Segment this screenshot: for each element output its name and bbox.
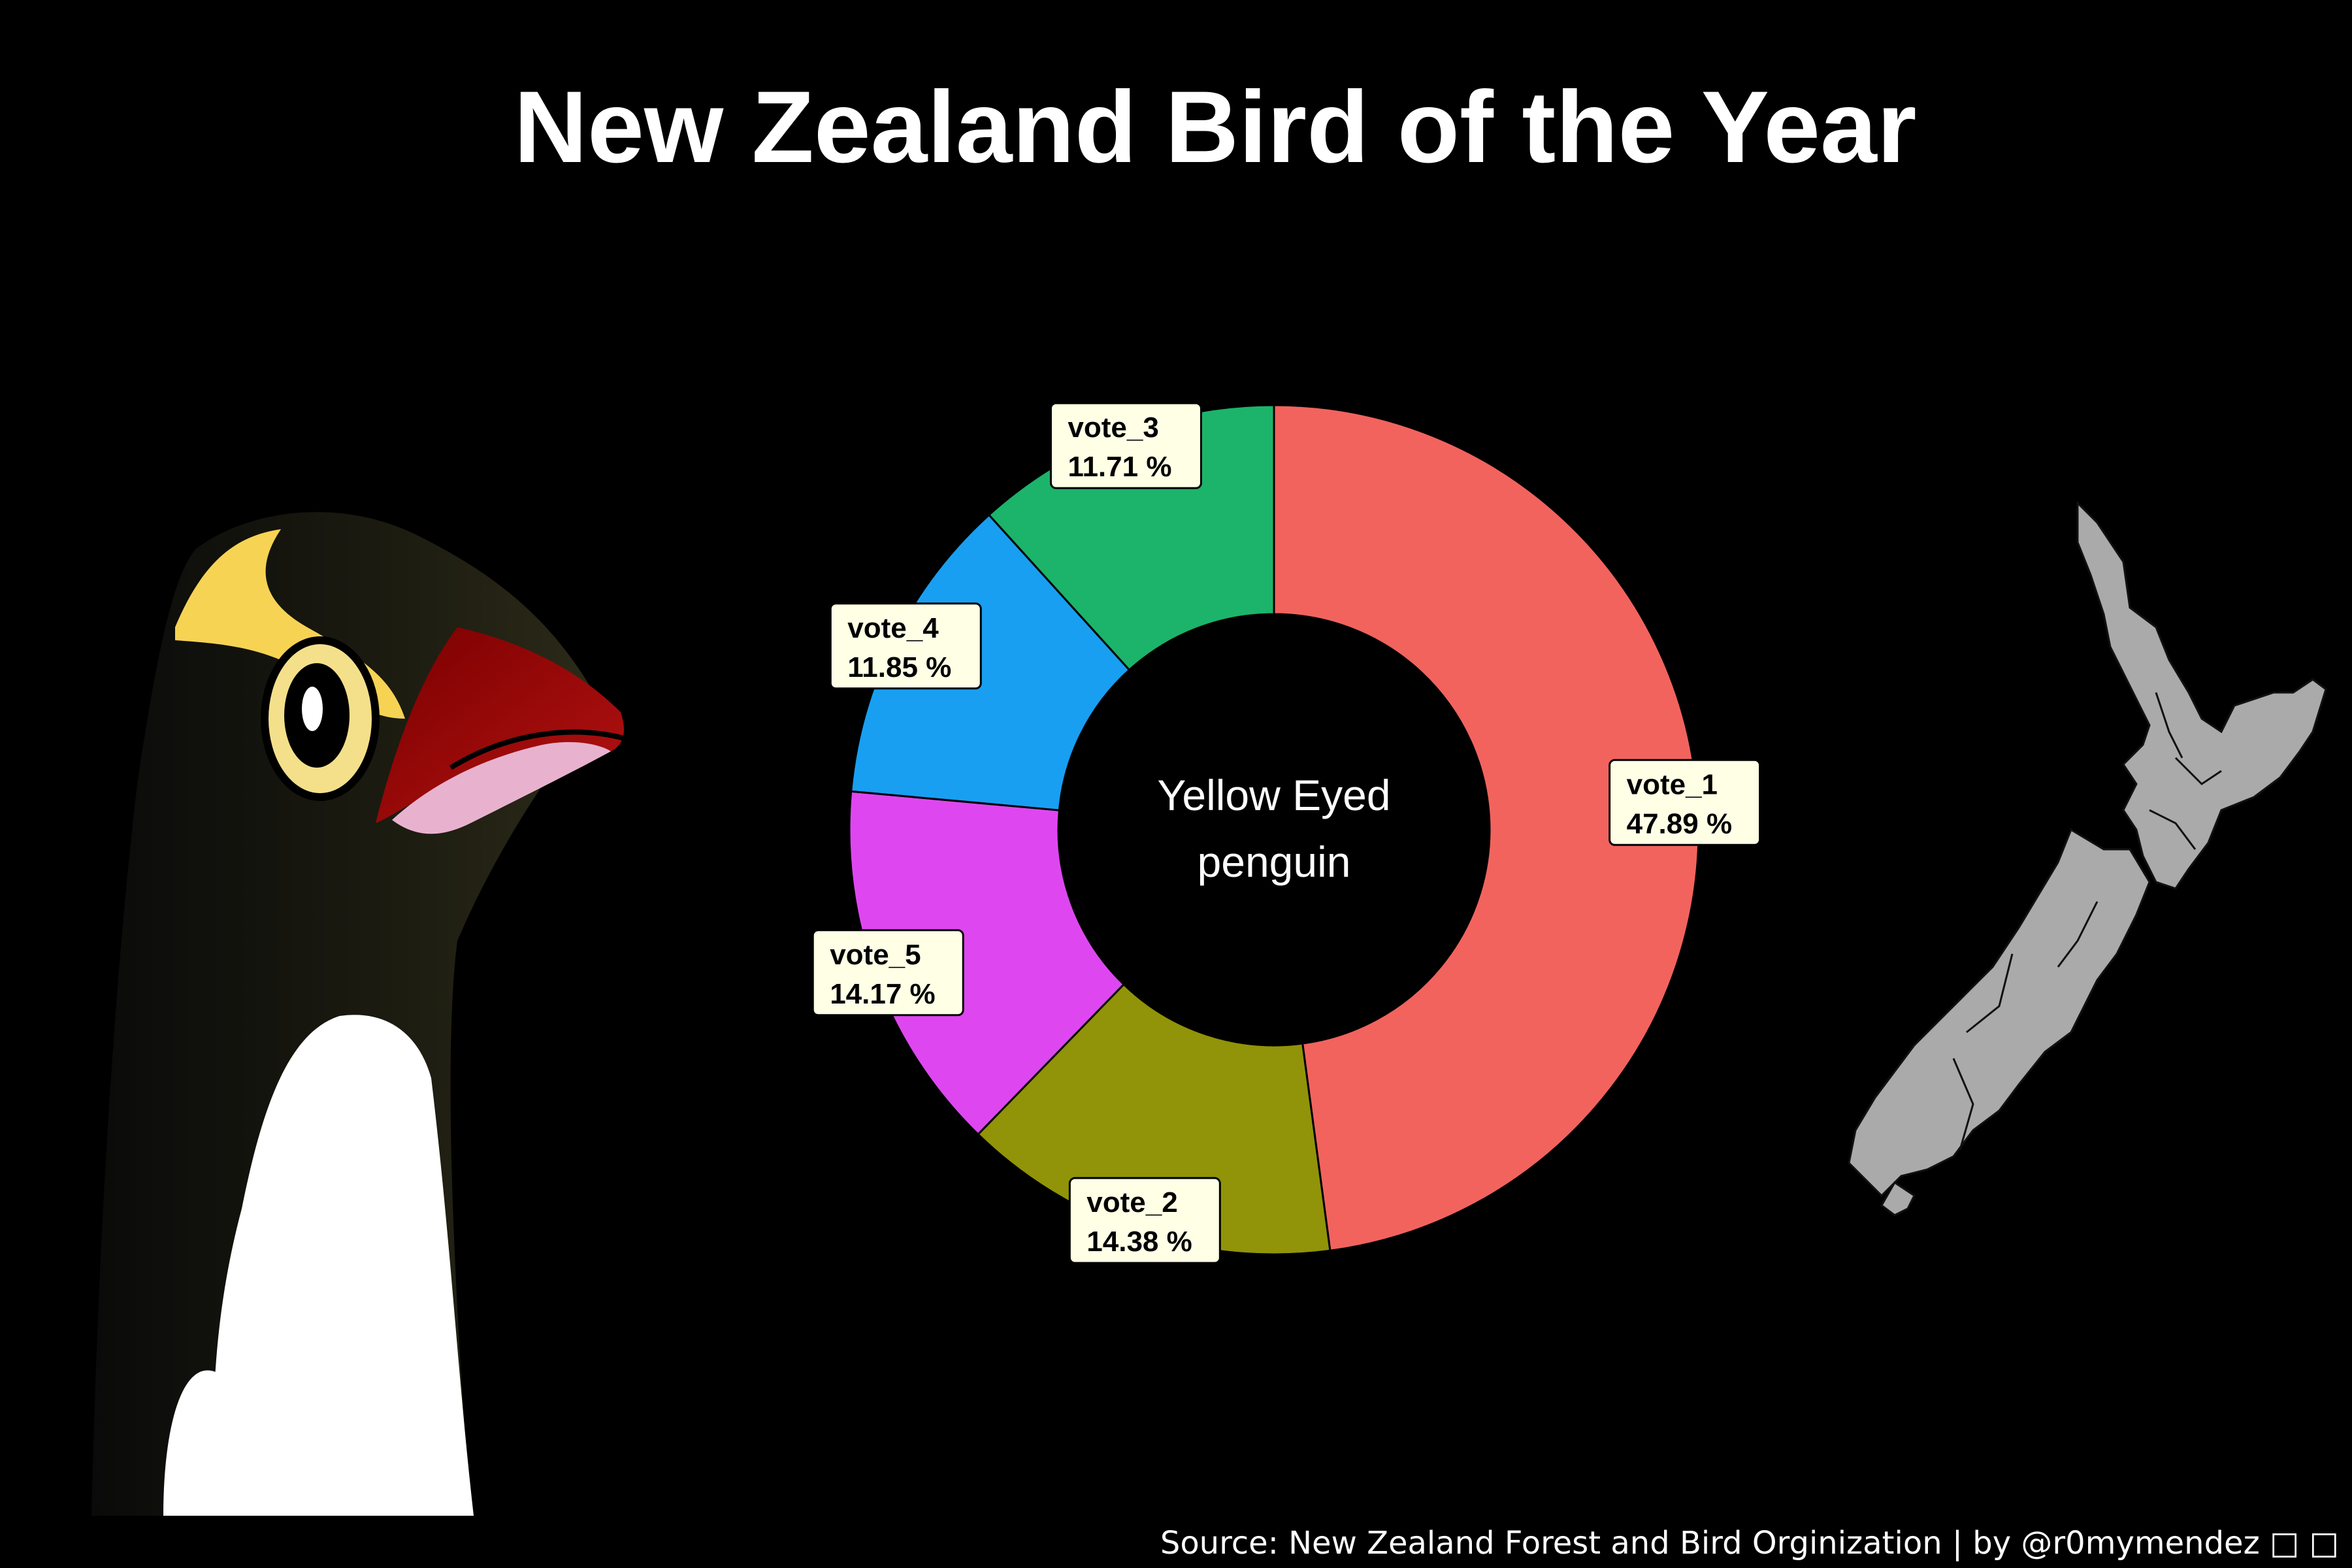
penguin-flipper bbox=[163, 1370, 229, 1516]
chart-title: New Zealand Bird of the Year bbox=[514, 71, 1917, 184]
slice-value-label: 11.71 % bbox=[1068, 451, 1171, 483]
slice-label-box bbox=[829, 602, 982, 690]
donut-slice-vote_4 bbox=[850, 514, 1131, 811]
stewart-island bbox=[1880, 1181, 1916, 1217]
slice-category-label: vote_4 bbox=[847, 612, 939, 644]
new-zealand-map bbox=[1848, 500, 2327, 1217]
north-island bbox=[2076, 500, 2327, 890]
slice-category-label: vote_2 bbox=[1086, 1186, 1177, 1218]
slice-label-box bbox=[1609, 759, 1761, 846]
slice-label-vote_5: vote_5 14.17 % bbox=[811, 929, 964, 1017]
penguin-beak bbox=[376, 627, 624, 823]
slice-labels: vote_147.89 %vote_214.38 %vote_514.17 %v… bbox=[811, 402, 1761, 1264]
slice-value-label: 11.85 % bbox=[847, 651, 951, 683]
donut-center-label: Yellow Eyed penguin bbox=[1157, 771, 1390, 886]
donut-chart bbox=[848, 404, 1700, 1256]
slice-value-label: 47.89 % bbox=[1627, 808, 1732, 840]
slice-category-label: vote_5 bbox=[830, 939, 921, 971]
center-label-line: penguin bbox=[1198, 838, 1351, 886]
slice-label-vote_2: vote_2 14.38 % bbox=[1068, 1177, 1221, 1264]
slice-label-vote_1: vote_1 47.89 % bbox=[1609, 759, 1761, 846]
slice-label-vote_3: vote_3 11.71 % bbox=[1049, 402, 1202, 489]
slice-category-label: vote_1 bbox=[1627, 768, 1718, 800]
region-borders bbox=[1952, 692, 2222, 1151]
slice-label-box bbox=[1068, 1177, 1221, 1264]
penguin-chest bbox=[213, 1015, 474, 1516]
source-caption: Source: New Zealand Forest and Bird Orgi… bbox=[1160, 1525, 2339, 1561]
slice-label-box bbox=[1049, 402, 1202, 489]
slice-value-label: 14.17 % bbox=[830, 978, 935, 1010]
south-island bbox=[1848, 828, 2151, 1198]
slice-value-label: 14.38 % bbox=[1086, 1226, 1192, 1258]
slice-label-vote_4: vote_4 11.85 % bbox=[829, 602, 982, 690]
slice-label-box bbox=[811, 929, 964, 1017]
slice-category-label: vote_3 bbox=[1068, 412, 1158, 444]
penguin-beak-lower bbox=[392, 742, 611, 834]
penguin-eye-glint bbox=[302, 687, 323, 731]
donut-slice-vote_1 bbox=[1273, 404, 1700, 1252]
center-label-line: Yellow Eyed bbox=[1157, 771, 1390, 819]
penguin-beak-line bbox=[449, 729, 625, 770]
yellow-eyed-penguin-illustration bbox=[91, 512, 625, 1516]
donut-slice-vote_5 bbox=[848, 790, 1126, 1136]
